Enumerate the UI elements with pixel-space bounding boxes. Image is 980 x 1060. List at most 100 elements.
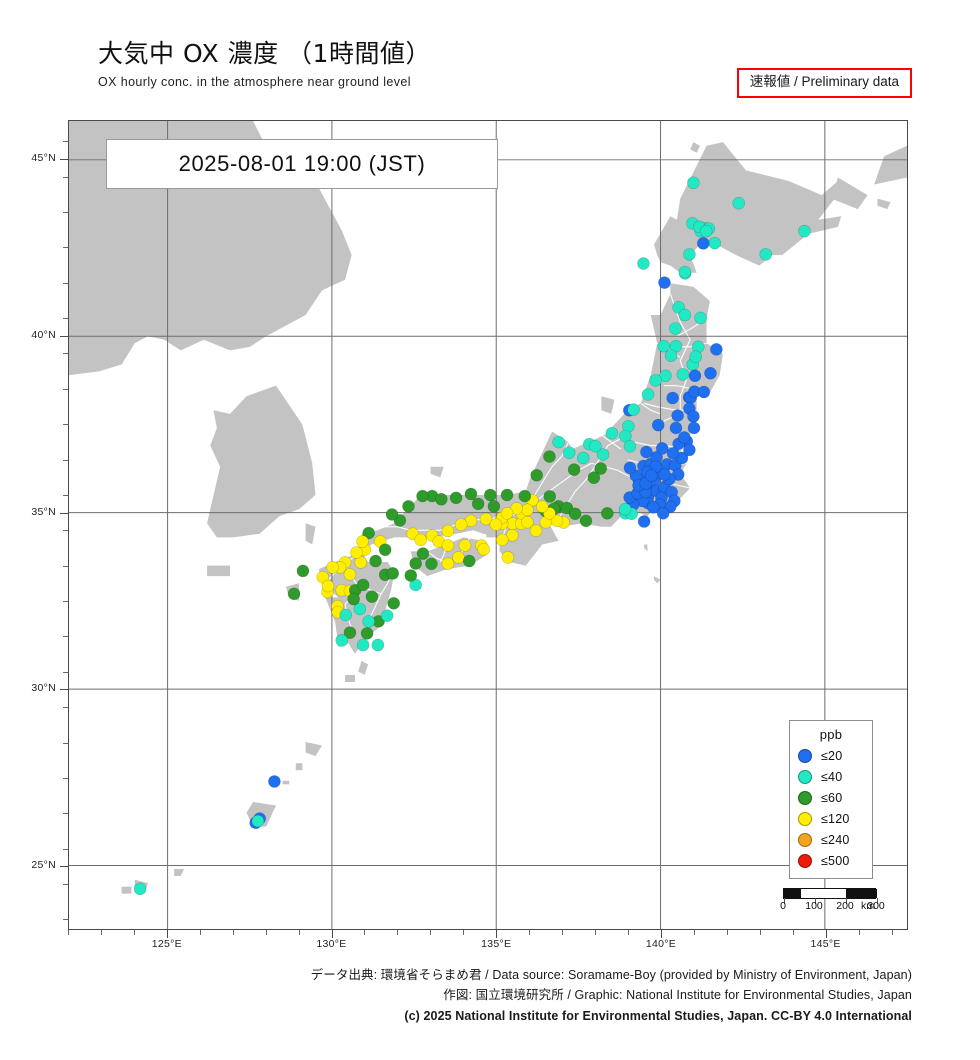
station-point (601, 507, 614, 520)
xtick-minor (562, 930, 564, 935)
station-point (378, 543, 392, 557)
ytick-minor (63, 530, 68, 532)
station-point (655, 442, 669, 455)
land-etorofu (874, 145, 907, 185)
station-point (710, 343, 723, 356)
station-point (251, 814, 265, 828)
ytick-minor (63, 424, 68, 426)
xtick-minor (891, 930, 893, 935)
pref-border-36 (601, 434, 622, 450)
ytick-minor (63, 742, 68, 744)
station-point (699, 224, 713, 238)
station-point (362, 615, 375, 628)
station-point (543, 450, 556, 463)
station-point (678, 308, 692, 322)
legend-swatch-icon (798, 790, 812, 805)
ytick-minor (63, 282, 68, 284)
station-point (645, 469, 658, 482)
station-point (521, 515, 534, 529)
xtick-minor (199, 930, 201, 935)
station-point (623, 440, 637, 453)
map-canvas[interactable] (68, 120, 908, 930)
station-point (518, 489, 532, 503)
page-title: 大気中 OX 濃度 （1時間値） (98, 39, 431, 68)
land-izu2 (644, 544, 648, 552)
station-point (658, 276, 671, 289)
land-shikotan (877, 198, 891, 210)
xtick-mark (825, 930, 827, 938)
xtick-mark (660, 930, 662, 938)
station-point (462, 554, 476, 568)
scale-bar-tick (846, 898, 847, 904)
legend-row: ≤40 (796, 766, 866, 787)
ytick-minor (63, 848, 68, 850)
station-point (414, 533, 427, 547)
land-hokkaido (654, 142, 842, 273)
station-point (637, 515, 651, 528)
legend-label: ≤20 (821, 748, 843, 763)
station-point (687, 410, 700, 423)
scale-bar-graphic (783, 888, 878, 904)
legend-swatch-icon (798, 811, 812, 826)
xtick-label: 140°E (645, 938, 677, 950)
legend: ppb ≤20 ≤40 ≤60 ≤120 ≤240 ≤500 (789, 720, 873, 879)
legend-label: ≤500 (821, 853, 850, 868)
legend-row: ≤20 (796, 745, 866, 766)
station-point (385, 508, 399, 521)
station-point (353, 602, 367, 616)
station-point (464, 487, 478, 501)
station-point (371, 638, 385, 652)
station-point (589, 440, 602, 453)
station-point (510, 502, 523, 515)
station-point (441, 524, 455, 538)
station-point (458, 539, 472, 552)
station-point (579, 514, 593, 528)
station-point (568, 507, 582, 521)
station-point (619, 429, 632, 443)
scale-bar-segment (815, 889, 846, 898)
station-point (669, 322, 682, 335)
station-point (435, 492, 448, 506)
station-point (360, 627, 374, 640)
footer-line: 作図: 国立環境研究所 / Graphic: National Institut… (443, 988, 912, 1003)
legend-row: ≤240 (796, 829, 866, 850)
legend-rows: ≤20 ≤40 ≤60 ≤120 ≤240 ≤500 (796, 745, 866, 871)
ytick-minor (63, 565, 68, 567)
station-point (550, 514, 564, 528)
station-point (356, 535, 369, 548)
land-jeju (207, 565, 231, 577)
station-point (321, 579, 335, 593)
ytick-minor (63, 388, 68, 390)
scale-bar-tick-label: 200 (836, 900, 854, 912)
station-point (416, 489, 429, 503)
xtick-minor (100, 930, 102, 935)
xtick-minor (693, 930, 695, 935)
station-point (587, 471, 601, 485)
scale-bar-labels: km 0 100 200 300 (780, 900, 885, 914)
station-point (425, 557, 438, 571)
station-point (489, 518, 503, 531)
scale-bar-unit: km (861, 900, 875, 912)
station-point (676, 368, 690, 381)
station-point (666, 447, 680, 460)
station-point (759, 248, 773, 261)
ytick-minor (63, 884, 68, 886)
ytick-mark (60, 866, 68, 868)
pref-border-37 (640, 402, 661, 415)
ytick-minor (63, 211, 68, 213)
station-point (687, 421, 701, 435)
ytick-minor (63, 459, 68, 461)
scale-bar-notch (801, 889, 815, 898)
xtick-label: 145°E (810, 938, 841, 950)
station-point (683, 248, 696, 261)
station-point (500, 488, 514, 502)
station-point (543, 490, 557, 503)
xtick-minor (858, 930, 860, 935)
xtick-minor (265, 930, 267, 935)
station-point (268, 775, 281, 788)
xtick-minor (68, 930, 69, 935)
pref-border-18 (509, 480, 530, 493)
station-point (697, 237, 710, 250)
station-point (683, 443, 696, 457)
land-korea (207, 385, 316, 538)
